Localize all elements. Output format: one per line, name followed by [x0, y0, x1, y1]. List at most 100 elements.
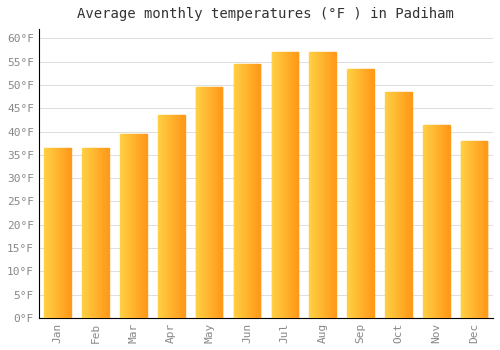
Bar: [84, 148, 85, 318]
Bar: [391, 92, 392, 318]
Bar: [274, 52, 275, 318]
Bar: [432, 125, 433, 318]
Bar: [57, 148, 58, 318]
Bar: [170, 115, 171, 318]
Bar: [282, 52, 284, 318]
Bar: [323, 52, 324, 318]
Bar: [219, 87, 220, 318]
Bar: [58, 148, 59, 318]
Bar: [127, 134, 128, 318]
Bar: [313, 52, 314, 318]
Bar: [247, 64, 248, 318]
Bar: [123, 134, 124, 318]
Bar: [208, 87, 209, 318]
Bar: [388, 92, 389, 318]
Bar: [216, 87, 217, 318]
Bar: [397, 92, 398, 318]
Bar: [183, 115, 184, 318]
Bar: [294, 52, 295, 318]
Bar: [47, 148, 48, 318]
Bar: [385, 92, 386, 318]
Bar: [236, 64, 237, 318]
Bar: [135, 134, 136, 318]
Bar: [198, 87, 199, 318]
Bar: [462, 141, 463, 318]
Bar: [284, 52, 285, 318]
Bar: [409, 92, 410, 318]
Bar: [234, 64, 235, 318]
Bar: [50, 148, 51, 318]
Bar: [173, 115, 174, 318]
Bar: [130, 134, 131, 318]
Bar: [362, 69, 363, 318]
Bar: [400, 92, 401, 318]
Bar: [240, 64, 241, 318]
Bar: [51, 148, 52, 318]
Bar: [389, 92, 390, 318]
Bar: [461, 141, 462, 318]
Bar: [60, 148, 61, 318]
Bar: [56, 148, 57, 318]
Bar: [445, 125, 446, 318]
Bar: [209, 87, 210, 318]
Bar: [145, 134, 146, 318]
Bar: [215, 87, 216, 318]
Bar: [394, 92, 395, 318]
Bar: [475, 141, 476, 318]
Bar: [295, 52, 296, 318]
Bar: [163, 115, 164, 318]
Bar: [171, 115, 172, 318]
Bar: [352, 69, 353, 318]
Bar: [392, 92, 393, 318]
Bar: [210, 87, 212, 318]
Bar: [89, 148, 90, 318]
Bar: [136, 134, 137, 318]
Bar: [349, 69, 350, 318]
Bar: [396, 92, 397, 318]
Bar: [97, 148, 98, 318]
Bar: [372, 69, 373, 318]
Bar: [134, 134, 135, 318]
Bar: [314, 52, 315, 318]
Bar: [104, 148, 105, 318]
Bar: [129, 134, 130, 318]
Bar: [140, 134, 141, 318]
Bar: [213, 87, 214, 318]
Bar: [199, 87, 200, 318]
Bar: [258, 64, 259, 318]
Bar: [401, 92, 402, 318]
Bar: [237, 64, 238, 318]
Bar: [248, 64, 249, 318]
Bar: [410, 92, 411, 318]
Bar: [324, 52, 325, 318]
Bar: [425, 125, 426, 318]
Bar: [276, 52, 277, 318]
Bar: [218, 87, 219, 318]
Bar: [105, 148, 106, 318]
Bar: [220, 87, 221, 318]
Bar: [447, 125, 448, 318]
Bar: [463, 141, 464, 318]
Bar: [181, 115, 182, 318]
Bar: [83, 148, 84, 318]
Bar: [293, 52, 294, 318]
Bar: [289, 52, 290, 318]
Bar: [239, 64, 240, 318]
Bar: [386, 92, 387, 318]
Bar: [256, 64, 257, 318]
Bar: [92, 148, 93, 318]
Bar: [395, 92, 396, 318]
Bar: [169, 115, 170, 318]
Bar: [290, 52, 291, 318]
Bar: [217, 87, 218, 318]
Bar: [408, 92, 409, 318]
Bar: [128, 134, 129, 318]
Bar: [44, 148, 45, 318]
Bar: [358, 69, 359, 318]
Bar: [287, 52, 288, 318]
Bar: [243, 64, 244, 318]
Bar: [403, 92, 404, 318]
Bar: [322, 52, 323, 318]
Bar: [476, 141, 477, 318]
Bar: [369, 69, 370, 318]
